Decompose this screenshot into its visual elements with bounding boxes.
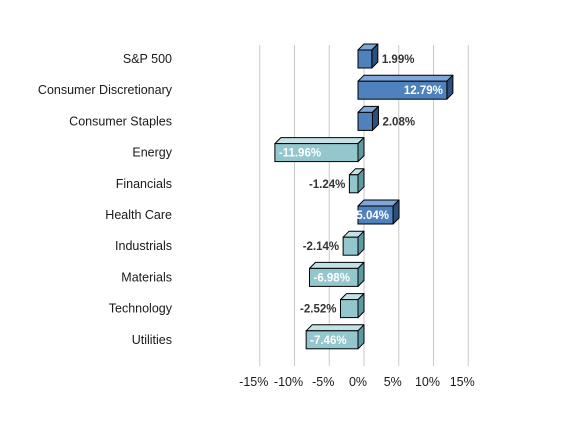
value-label-7: -6.98% — [313, 272, 349, 284]
value-label-9: -7.46% — [310, 335, 346, 347]
bar-8 — [339, 293, 365, 319]
bar-front-7 — [308, 267, 359, 287]
value-label-0: 1.99% — [382, 54, 415, 66]
bar-2 — [357, 105, 379, 131]
value-label-8: -2.52% — [300, 304, 336, 316]
value-label-5: 5.04% — [356, 210, 389, 222]
bar-front-1 — [357, 80, 448, 100]
category-label-9: Utilities — [132, 333, 172, 347]
x-tick-label-4: 5% — [384, 375, 402, 389]
bar-top-1 — [357, 74, 454, 82]
bar-6 — [342, 230, 365, 256]
bar-4 — [348, 168, 365, 194]
category-label-0: S&P 500 — [123, 52, 172, 66]
bar-9 — [305, 324, 365, 350]
x-tick-label-5: 10% — [415, 375, 440, 389]
bar-0 — [357, 43, 379, 69]
bar-front-2 — [357, 111, 373, 131]
bar-front-8 — [339, 299, 359, 319]
category-label-1: Consumer Discretionary — [38, 83, 173, 97]
category-label-4: Financials — [116, 177, 172, 191]
bar-front-5 — [357, 205, 394, 225]
bars — [274, 43, 454, 350]
x-tick-label-2: -5% — [312, 375, 334, 389]
bar-top-7 — [308, 261, 365, 269]
bar-top-3 — [274, 137, 365, 145]
bar-front-9 — [305, 330, 359, 350]
value-label-3: -11.96% — [279, 148, 321, 160]
x-tick-label-0: -15% — [239, 375, 268, 389]
category-label-6: Industrials — [115, 239, 172, 253]
value-label-4: -1.24% — [309, 179, 345, 191]
category-label-5: Health Care — [105, 208, 172, 222]
bar-top-5 — [357, 199, 400, 207]
bar-3 — [274, 137, 365, 163]
value-label-2: 2.08% — [382, 116, 415, 128]
bar-1 — [357, 74, 454, 100]
value-labels: 1.99% 12.79% 2.08% -11.96% -1.24% 5.04% -2.14%… — [279, 54, 443, 347]
bar-top-9 — [305, 324, 365, 332]
x-tick-label-3: 0% — [349, 375, 367, 389]
category-labels: S&P 500 Consumer Discretionary Consumer St… — [38, 52, 173, 347]
bar-7 — [308, 261, 365, 287]
category-label-2: Consumer Staples — [69, 114, 172, 128]
x-axis-tick-labels: -15% -10% -5% 0% 5% 10% 15% — [239, 375, 475, 389]
bar-5 — [357, 199, 400, 225]
bar-front-3 — [274, 143, 359, 163]
bar-front-0 — [357, 49, 373, 69]
value-label-1: 12.79% — [404, 85, 443, 97]
value-label-6: -2.14% — [303, 241, 339, 253]
x-tick-label-1: -10% — [274, 375, 303, 389]
bar-front-4 — [348, 174, 359, 194]
category-label-7: Materials — [121, 270, 172, 284]
category-label-3: Energy — [132, 146, 172, 160]
x-tick-label-6: 15% — [450, 375, 475, 389]
category-label-8: Technology — [109, 302, 173, 316]
bar-front-6 — [342, 236, 359, 256]
